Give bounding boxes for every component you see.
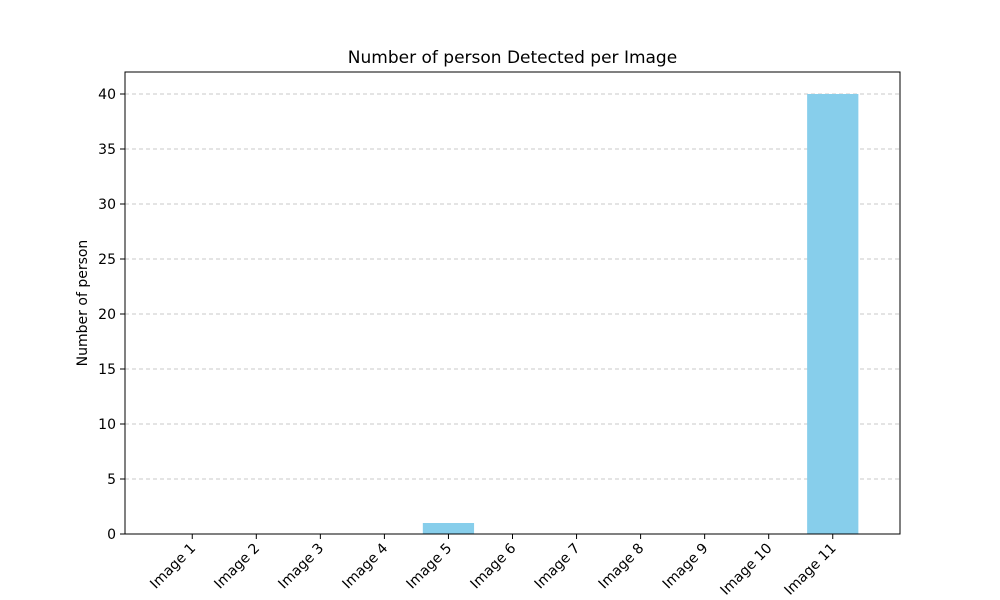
x-axis-ticks: Image 1 Image 2 Image 3 Image 4 Image 5 Image…: [147, 534, 840, 599]
grid-lines: [125, 93, 900, 535]
y-axis-label: Number of person: [75, 240, 91, 367]
x-tick-label: Image 5: [404, 541, 456, 593]
y-tick-label: 25: [98, 252, 116, 268]
x-tick-label: Image 3: [275, 541, 327, 593]
bar: [422, 523, 475, 534]
x-tick-label: Image 8: [596, 541, 648, 593]
y-tick-label: 35: [98, 142, 116, 158]
y-tick-label: 5: [107, 472, 116, 488]
x-tick-label: Image 2: [211, 541, 263, 593]
bar: [807, 94, 859, 534]
x-tick-label: Image 7: [532, 541, 584, 593]
x-tick-label: Image 1: [147, 541, 199, 593]
y-tick-label: 15: [98, 362, 116, 378]
y-tick-label: 20: [98, 307, 116, 323]
y-tick-label: 40: [98, 87, 116, 103]
x-tick-label: Image 10: [717, 541, 775, 599]
y-tick-label: 30: [98, 197, 116, 213]
x-tick-label: Image 9: [660, 541, 712, 593]
x-tick-label: Image 6: [468, 540, 520, 592]
y-axis-ticks: 0 5 10 15 20 25 30 35 40: [98, 87, 125, 543]
x-tick-label: Image 4: [339, 540, 391, 592]
y-tick-label: 10: [98, 417, 116, 433]
y-tick-label: 0: [107, 527, 116, 543]
chart-title: Number of person Detected per Image: [348, 48, 677, 68]
plot-frame: [124, 71, 901, 535]
x-tick-label: Image 11: [782, 541, 840, 599]
bars: [422, 94, 859, 534]
